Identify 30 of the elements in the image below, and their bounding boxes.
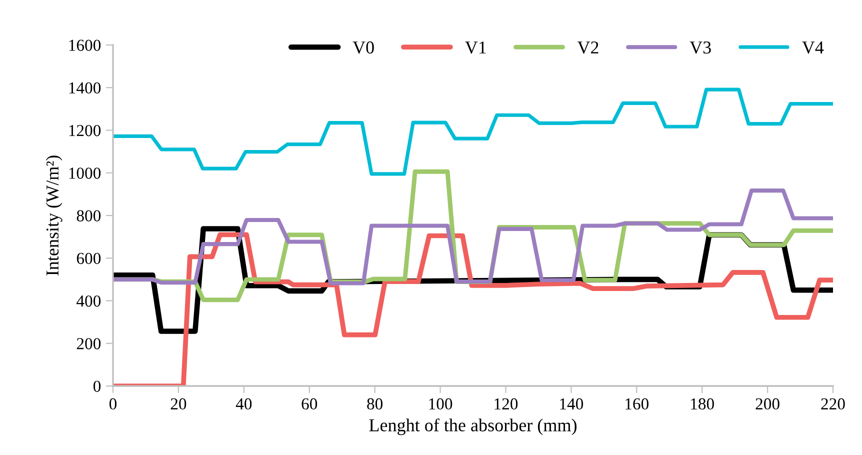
x-tick-label: 160 [626, 398, 648, 410]
y-tick-label: 1000 [69, 168, 101, 179]
y-tick-label: 600 [76, 252, 101, 264]
y-axis-title: Intensity (W/m²) [46, 156, 62, 276]
y-tick-label: 800 [76, 210, 101, 222]
legend-label: V2 [577, 41, 598, 54]
x-tick-label: 120 [494, 398, 518, 410]
x-tick-label: 40 [236, 398, 252, 410]
legend-label: V1 [465, 42, 486, 54]
x-tick-label: 220 [821, 398, 845, 410]
y-tick-label: 0 [93, 380, 101, 392]
legend-label: V0 [352, 41, 374, 54]
x-tick-label: 0 [109, 398, 117, 410]
y-tick-label: 1600 [69, 40, 101, 51]
y-tick-label: 200 [76, 338, 101, 350]
line-series [113, 188, 833, 286]
legend-label: V3 [690, 41, 711, 54]
x-tick-label: 180 [691, 398, 714, 410]
legend-label: V4 [802, 42, 824, 54]
y-tick-label: 1200 [69, 124, 101, 136]
x-axis-title: Lenght of the absorber (mm) [369, 418, 576, 436]
x-tick-label: 200 [756, 398, 780, 410]
x-tick-label: 140 [560, 398, 584, 410]
y-tick-label: 1400 [69, 82, 101, 94]
y-tick-label: 400 [76, 295, 101, 307]
x-tick-label: 80 [367, 398, 383, 410]
line-series [113, 88, 833, 176]
x-tick-label: 100 [429, 398, 452, 410]
x-tick-label: 20 [170, 398, 186, 410]
x-tick-label: 60 [302, 398, 318, 410]
